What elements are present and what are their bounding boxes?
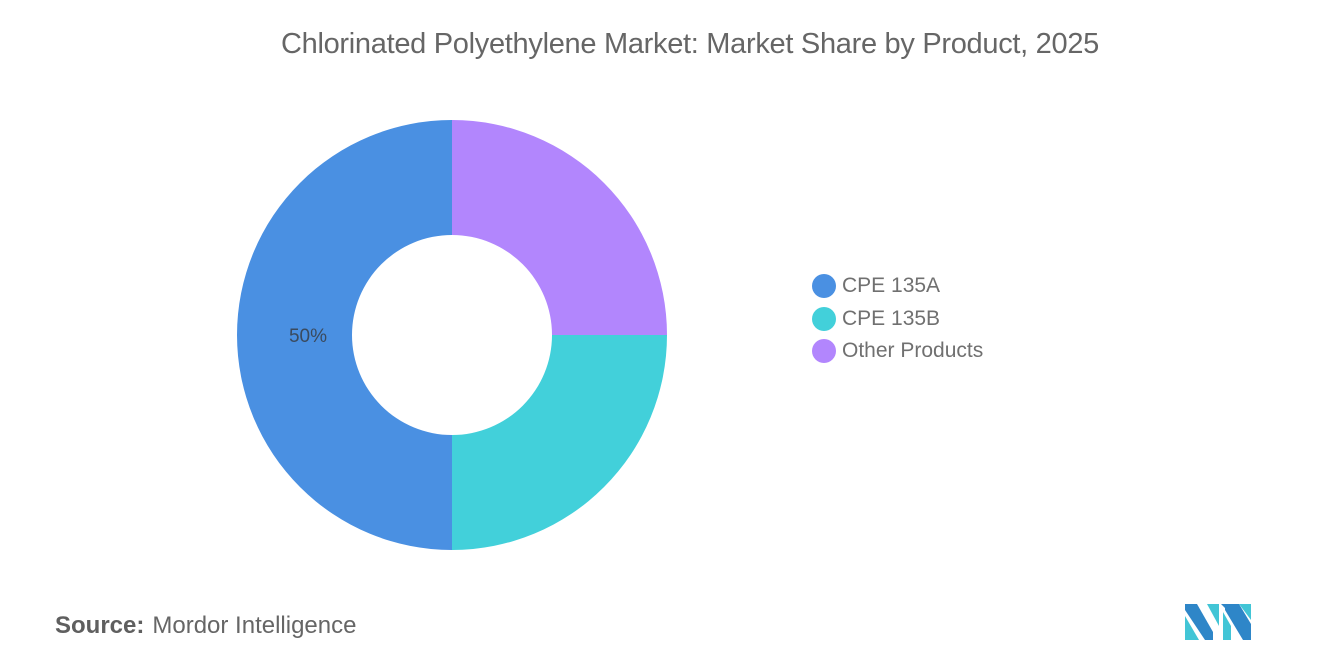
slice-cpe-135a[interactable] — [237, 120, 452, 550]
legend: CPE 135A CPE 135B Other Products — [812, 270, 983, 368]
legend-swatch-icon — [812, 339, 836, 364]
legend-label: CPE 135B — [842, 306, 941, 330]
mordor-logo-icon — [1185, 604, 1251, 640]
slice-cpe-135b[interactable] — [452, 335, 667, 550]
legend-item-cpe-135b[interactable]: CPE 135B — [812, 303, 983, 336]
legend-swatch-icon — [812, 274, 836, 299]
legend-swatch-icon — [812, 306, 836, 331]
legend-label: CPE 135A — [842, 274, 941, 298]
legend-item-cpe-135a[interactable]: CPE 135A — [812, 270, 983, 303]
source-value: Mordor Intelligence — [152, 612, 357, 639]
source-note: Source: Mordor Intelligence — [55, 612, 356, 640]
slice-label-cpe-135a: 50% — [289, 326, 327, 347]
legend-item-other-products[interactable]: Other Products — [812, 335, 983, 368]
slice-other-products[interactable] — [452, 120, 667, 335]
source-key: Source: — [55, 612, 145, 639]
chart-title: Chlorinated Polyethylene Market: Market … — [280, 28, 1099, 60]
legend-label: Other Products — [842, 339, 984, 363]
